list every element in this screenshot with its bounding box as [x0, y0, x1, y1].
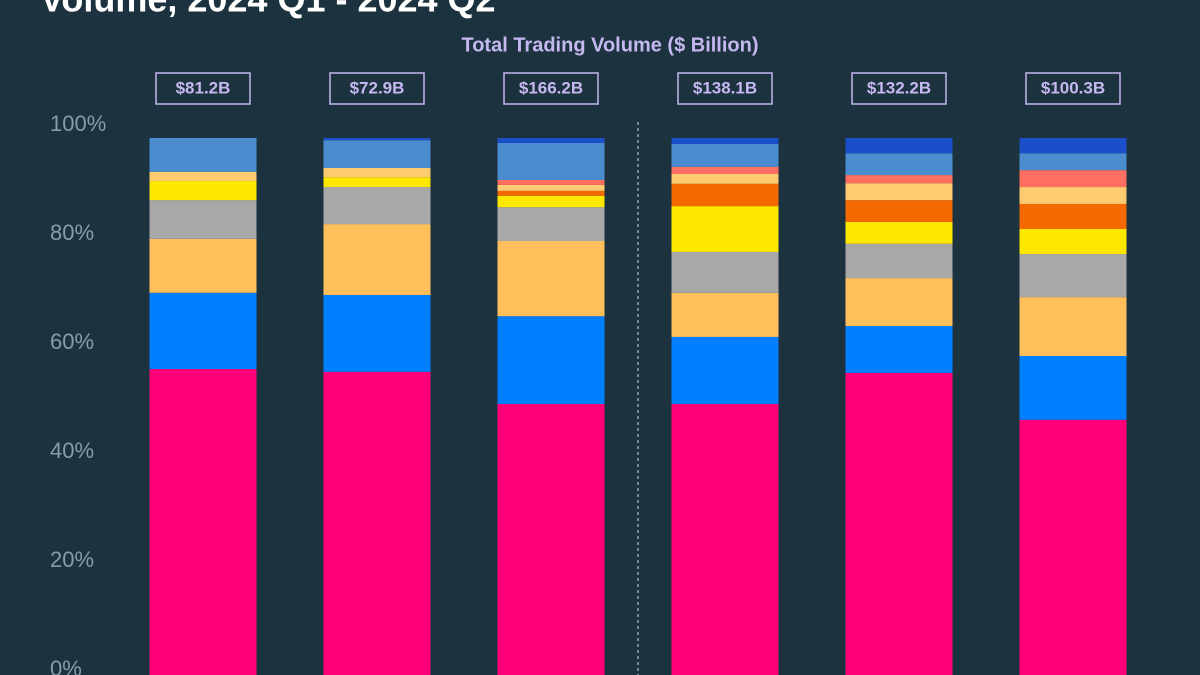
- bar-segment: [497, 179, 605, 185]
- bar-segment: [323, 371, 431, 675]
- bar-segment: [323, 294, 431, 372]
- y-tick-label: 100%: [50, 111, 106, 136]
- bar-segment: [845, 200, 953, 222]
- bar-segment: [149, 181, 257, 201]
- bar-segment: [1019, 170, 1127, 188]
- bar-segment: [1019, 203, 1127, 230]
- bar-segment: [497, 142, 605, 180]
- chart-subtitle: Total Trading Volume ($ Billion): [461, 34, 758, 56]
- total-box: [1025, 72, 1121, 105]
- y-tick-label: 80%: [50, 220, 94, 245]
- total-box: [851, 72, 947, 105]
- y-tick-label: 60%: [50, 329, 94, 354]
- bar-segment: [845, 326, 953, 373]
- bar-segment: [149, 238, 257, 293]
- bar-segment: [1019, 229, 1127, 255]
- bar-segment: [149, 171, 257, 182]
- bar-segment: [497, 207, 605, 242]
- bar-segment: [845, 221, 953, 244]
- bar-segment: [149, 369, 257, 675]
- total-box: [155, 72, 251, 105]
- bar-segment: [497, 241, 605, 317]
- total-label: $138.1B: [693, 78, 757, 97]
- total-box: [503, 72, 599, 105]
- bar-segment: [671, 251, 779, 293]
- bar-segment: [323, 138, 431, 141]
- bar-segment: [671, 206, 779, 252]
- total-box: [329, 72, 425, 105]
- bar-segment: [845, 138, 953, 154]
- y-tick-label: 20%: [50, 547, 94, 572]
- bar-segment: [323, 140, 431, 168]
- bar-segment: [497, 316, 605, 404]
- bar-segment: [1019, 297, 1127, 356]
- bar-segment: [845, 243, 953, 279]
- bar-segment: [323, 224, 431, 295]
- bar-segment: [845, 372, 953, 675]
- bar-segment: [1019, 356, 1127, 420]
- bar-segment: [845, 153, 953, 176]
- bar-segment: [323, 167, 431, 178]
- bar-segment: [497, 403, 605, 675]
- bar-segment: [671, 336, 779, 404]
- bar-segment: [323, 177, 431, 188]
- bar-segment: [671, 173, 779, 184]
- bar-segment: [845, 175, 953, 184]
- bar-segment: [671, 138, 779, 144]
- bar-segment: [1019, 153, 1127, 171]
- bar-segment: [1019, 419, 1127, 675]
- bar-segment: [1019, 254, 1127, 298]
- bar-segment: [149, 200, 257, 239]
- bar-segment: [1019, 138, 1127, 154]
- y-tick-label: 40%: [50, 438, 94, 463]
- bar-segment: [671, 166, 779, 174]
- bar-segment: [671, 143, 779, 167]
- chart-title: Volume, 2024 Q1 - 2024 Q2: [40, 0, 496, 20]
- bar-segment: [497, 190, 605, 196]
- bar-segment: [149, 138, 257, 172]
- total-label: $72.9B: [350, 78, 405, 97]
- bar-segment: [845, 278, 953, 327]
- total-label: $81.2B: [176, 78, 231, 97]
- total-box: [677, 72, 773, 105]
- bar-segment: [149, 292, 257, 370]
- bar-segment: [497, 184, 605, 191]
- bar-segment: [323, 187, 431, 225]
- total-label: $132.2B: [867, 78, 931, 97]
- bar-segment: [671, 292, 779, 337]
- bar-segment: [845, 183, 953, 201]
- bar-segment: [497, 195, 605, 208]
- bar-segment: [671, 183, 779, 207]
- bar-segment: [497, 138, 605, 143]
- y-tick-label: 0%: [50, 656, 82, 675]
- total-label: $100.3B: [1041, 78, 1105, 97]
- bar-segment: [1019, 187, 1127, 204]
- bar-segment: [671, 403, 779, 675]
- total-label: $166.2B: [519, 78, 583, 97]
